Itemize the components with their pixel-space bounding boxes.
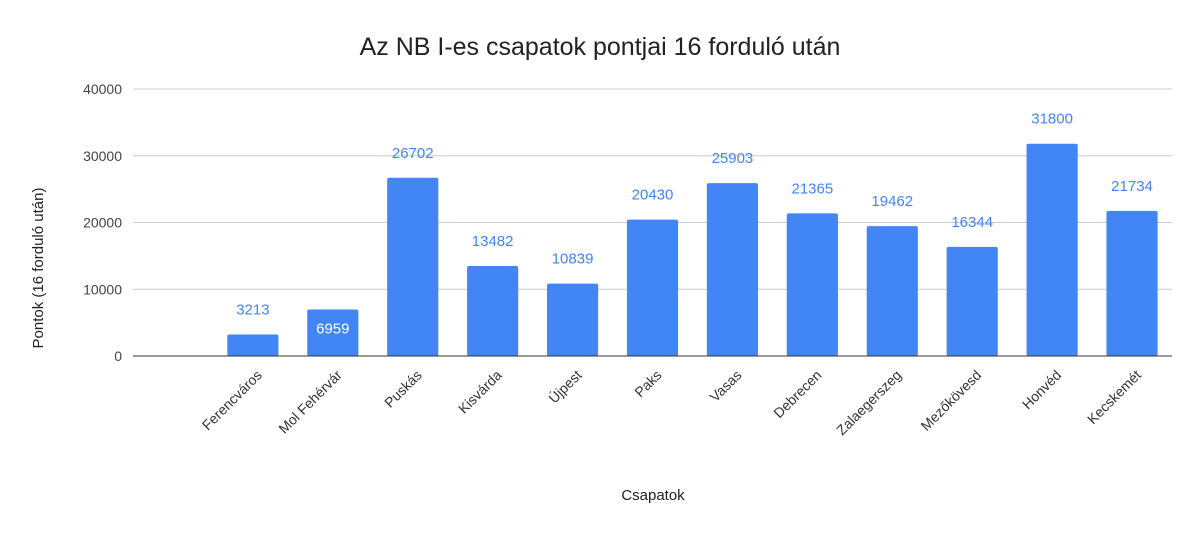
y-tick-label: 0 [114, 348, 122, 364]
bars [227, 143, 1158, 356]
data-label: 21734 [1111, 178, 1153, 195]
chart-title: Az NB I-es csapatok pontjai 16 forduló u… [360, 33, 841, 61]
data-labels: 3213 6959 26702 13482 10839 20430 25903 21365 19… [236, 111, 1153, 338]
bar [706, 183, 758, 356]
x-tick-label: Mezőkövesd [917, 367, 984, 434]
x-tick-label: Vasas [706, 367, 744, 405]
y-tick-label: 20000 [83, 215, 122, 231]
data-label: 16344 [951, 214, 993, 231]
x-tick-label: Mol Fehérvár [275, 367, 345, 437]
data-label: 3213 [236, 302, 269, 319]
bar [307, 309, 359, 356]
x-tick-label: Paks [631, 367, 664, 400]
data-label: 13482 [472, 233, 514, 250]
data-label: 10839 [552, 251, 594, 268]
data-label: 20430 [632, 187, 674, 204]
x-tick-label: Újpest [545, 367, 584, 406]
x-tick-label: Honvéd [1019, 367, 1064, 412]
bar [626, 219, 679, 356]
data-label: 21365 [791, 180, 833, 197]
x-tick-label: Puskás [381, 367, 425, 411]
x-axis-title: Csapatok [621, 487, 685, 504]
bar [946, 246, 998, 356]
data-label: 26702 [392, 145, 434, 162]
y-tick-label: 30000 [83, 148, 122, 164]
x-tick-label: Debrecen [770, 367, 824, 421]
bar [1026, 143, 1078, 356]
data-label: 6959 [316, 321, 349, 338]
y-axis-title: Pontok (16 forduló után) [30, 188, 47, 349]
x-axis-ticks: Ferencváros Mol Fehérvár Puskás Kisvárda Újp… [199, 367, 1145, 439]
bar [227, 334, 279, 356]
y-tick-label: 40000 [83, 81, 122, 97]
y-axis-ticks: 0 10000 20000 30000 40000 [83, 81, 122, 364]
y-tick-label: 10000 [83, 281, 122, 297]
bar [866, 226, 918, 356]
data-label: 19462 [871, 193, 913, 210]
x-tick-label: Kecskemét [1084, 367, 1144, 427]
x-tick-label: Zalaegerszeg [833, 367, 904, 438]
bar [786, 213, 838, 356]
bar [547, 283, 599, 356]
x-tick-label: Kisvárda [455, 367, 505, 417]
x-tick-label: Ferencváros [199, 367, 265, 433]
bar [467, 266, 519, 356]
data-label: 31800 [1031, 111, 1073, 128]
bar [1106, 210, 1158, 356]
data-label: 25903 [712, 150, 754, 167]
bar [387, 177, 439, 356]
